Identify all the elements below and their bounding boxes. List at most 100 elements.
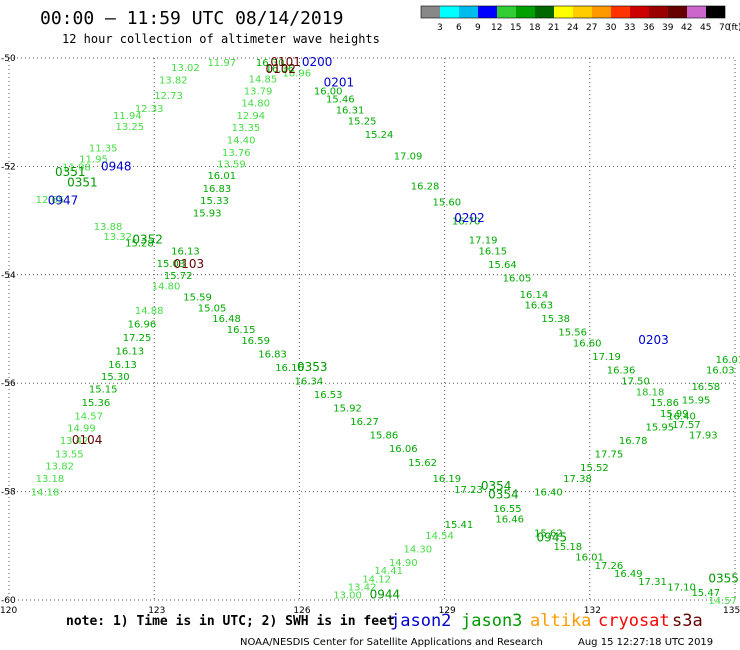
swh-label: 14.85 bbox=[249, 75, 278, 86]
x-tick-label: 120 bbox=[0, 606, 17, 616]
swh-label: 16.01 bbox=[575, 553, 604, 564]
swh-label: 15.99 bbox=[660, 409, 689, 420]
swh-label: 16.19 bbox=[433, 474, 462, 485]
swh-label: 11.95 bbox=[79, 154, 108, 165]
time-label: 0201 bbox=[324, 75, 355, 89]
swh-label: 16.05 bbox=[503, 274, 532, 285]
swh-label: 12.94 bbox=[236, 111, 265, 122]
color-swatch bbox=[440, 6, 459, 18]
swh-label: 13.25 bbox=[115, 122, 144, 133]
color-scale-value: 45 bbox=[700, 23, 711, 33]
plot-frame bbox=[8, 57, 736, 601]
color-swatch bbox=[459, 6, 478, 18]
color-scale-frame bbox=[420, 5, 726, 19]
color-scale-value: 30 bbox=[605, 23, 617, 33]
swh-label: 16.30 bbox=[256, 58, 285, 69]
time-label: 0352 bbox=[132, 233, 163, 247]
x-tick-label: 129 bbox=[439, 606, 456, 616]
swh-label: 14.80 bbox=[152, 282, 181, 293]
swh-label: 13.00 bbox=[333, 591, 362, 602]
swh-label: 13.82 bbox=[159, 76, 188, 87]
satellite-name: jason2 bbox=[390, 611, 451, 631]
color-scale-value: 9 bbox=[475, 23, 481, 33]
color-scale-value: 27 bbox=[586, 23, 597, 33]
color-scale-value: 18 bbox=[529, 23, 541, 33]
swh-label: 16.15 bbox=[478, 246, 507, 257]
swh-label: 16.70 bbox=[452, 217, 481, 228]
swh-label: 17.38 bbox=[563, 474, 592, 485]
swh-label: 17.19 bbox=[469, 236, 498, 247]
time-label: 0101 bbox=[270, 55, 301, 69]
swh-label: 16.03 bbox=[706, 366, 735, 377]
satellite-name: altika bbox=[530, 611, 591, 631]
y-tick-label: -50 bbox=[1, 54, 16, 64]
swh-label: 14.54 bbox=[425, 531, 454, 542]
swh-label: 13.79 bbox=[244, 87, 273, 98]
x-tick-label: 135 bbox=[723, 606, 740, 616]
swh-label: 15.93 bbox=[193, 208, 222, 219]
color-swatch bbox=[516, 6, 535, 18]
swh-label: 16.00 bbox=[314, 87, 343, 98]
color-swatch bbox=[573, 6, 592, 18]
time-label: 0104 bbox=[72, 433, 103, 447]
color-swatch bbox=[611, 6, 630, 18]
swh-label: 15.41 bbox=[445, 520, 474, 531]
swh-label: 16.15 bbox=[227, 325, 256, 336]
swh-label: 16.40 bbox=[534, 488, 563, 499]
swh-label: 16.78 bbox=[619, 436, 648, 447]
swh-label: 17.26 bbox=[595, 561, 624, 572]
swh-label: 14.40 bbox=[227, 135, 256, 146]
satellite-name: jason3 bbox=[461, 611, 522, 631]
swh-label: 13.59 bbox=[217, 160, 246, 171]
color-swatch bbox=[478, 6, 497, 18]
timestamp-text: Aug 15 12:27:18 UTC 2019 bbox=[578, 637, 713, 648]
swh-label: 15.86 bbox=[370, 431, 399, 442]
swh-label: 12.73 bbox=[154, 91, 183, 102]
swh-label: 13.82 bbox=[45, 462, 74, 473]
footer-note: note: 1) Time is in UTC; 2) SWH is in fe… bbox=[66, 614, 395, 629]
swh-label: 11.35 bbox=[89, 143, 118, 154]
color-swatch bbox=[535, 6, 554, 18]
color-swatch bbox=[687, 6, 706, 18]
swh-label: 11.97 bbox=[207, 58, 236, 69]
swh-label: 16.59 bbox=[241, 336, 270, 347]
color-swatch bbox=[649, 6, 668, 18]
swh-label: 15.18 bbox=[554, 542, 583, 553]
y-tick-label: -54 bbox=[1, 271, 16, 281]
swh-label: 17.75 bbox=[595, 450, 624, 461]
swh-label: 15.38 bbox=[541, 314, 570, 325]
swh-label: 14.80 bbox=[241, 98, 270, 109]
time-label: 0200 bbox=[302, 55, 333, 69]
swh-label: 16.55 bbox=[493, 504, 522, 515]
swh-label: 17.93 bbox=[689, 431, 718, 442]
time-label: 0351 bbox=[67, 176, 98, 190]
swh-label: 16.31 bbox=[336, 105, 365, 116]
swh-label: 16.63 bbox=[524, 301, 553, 312]
color-scale-value: 36 bbox=[643, 23, 655, 33]
swh-label: 13.42 bbox=[60, 436, 89, 447]
swh-label: 14.18 bbox=[31, 488, 60, 499]
swh-label: 12.65 bbox=[36, 195, 65, 206]
y-tick-label: -56 bbox=[1, 379, 16, 389]
color-scale-value: 33 bbox=[624, 23, 635, 33]
color-scale-value: 15 bbox=[510, 23, 521, 33]
color-scale-value: 70 bbox=[719, 23, 731, 33]
swh-label: 13.42 bbox=[348, 582, 377, 593]
color-swatch bbox=[421, 6, 440, 18]
color-scale-value: 21 bbox=[548, 23, 559, 33]
swh-label: 16.16 bbox=[275, 363, 304, 374]
swh-label: 15.03 bbox=[157, 259, 186, 270]
swh-label: 16.96 bbox=[128, 320, 157, 331]
swh-label: 14.99 bbox=[67, 424, 96, 435]
swh-label: 16.36 bbox=[607, 366, 636, 377]
swh-label: 13.76 bbox=[222, 148, 251, 159]
swh-label: 13.35 bbox=[232, 123, 261, 134]
time-label: 0355 bbox=[708, 571, 739, 585]
swh-label: 17.31 bbox=[638, 577, 667, 588]
swh-label: 16.06 bbox=[389, 444, 418, 455]
swh-marks: 11.97 16.30 13.02 16.36 13.82 14.85 12.73 13.79… bbox=[31, 55, 740, 607]
swh-label: 17.09 bbox=[394, 152, 423, 163]
